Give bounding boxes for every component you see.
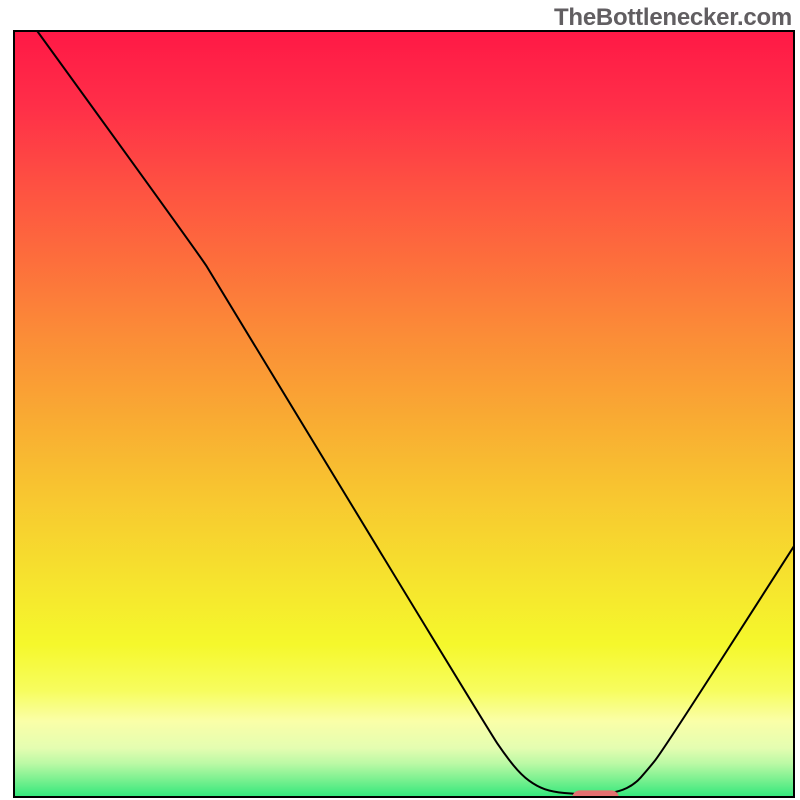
plot-area xyxy=(13,30,795,798)
watermark-text: TheBottlenecker.com xyxy=(554,4,792,32)
bottleneck-chart: TheBottlenecker.com xyxy=(0,0,800,800)
chart-svg xyxy=(13,30,795,798)
chart-background xyxy=(13,30,795,798)
